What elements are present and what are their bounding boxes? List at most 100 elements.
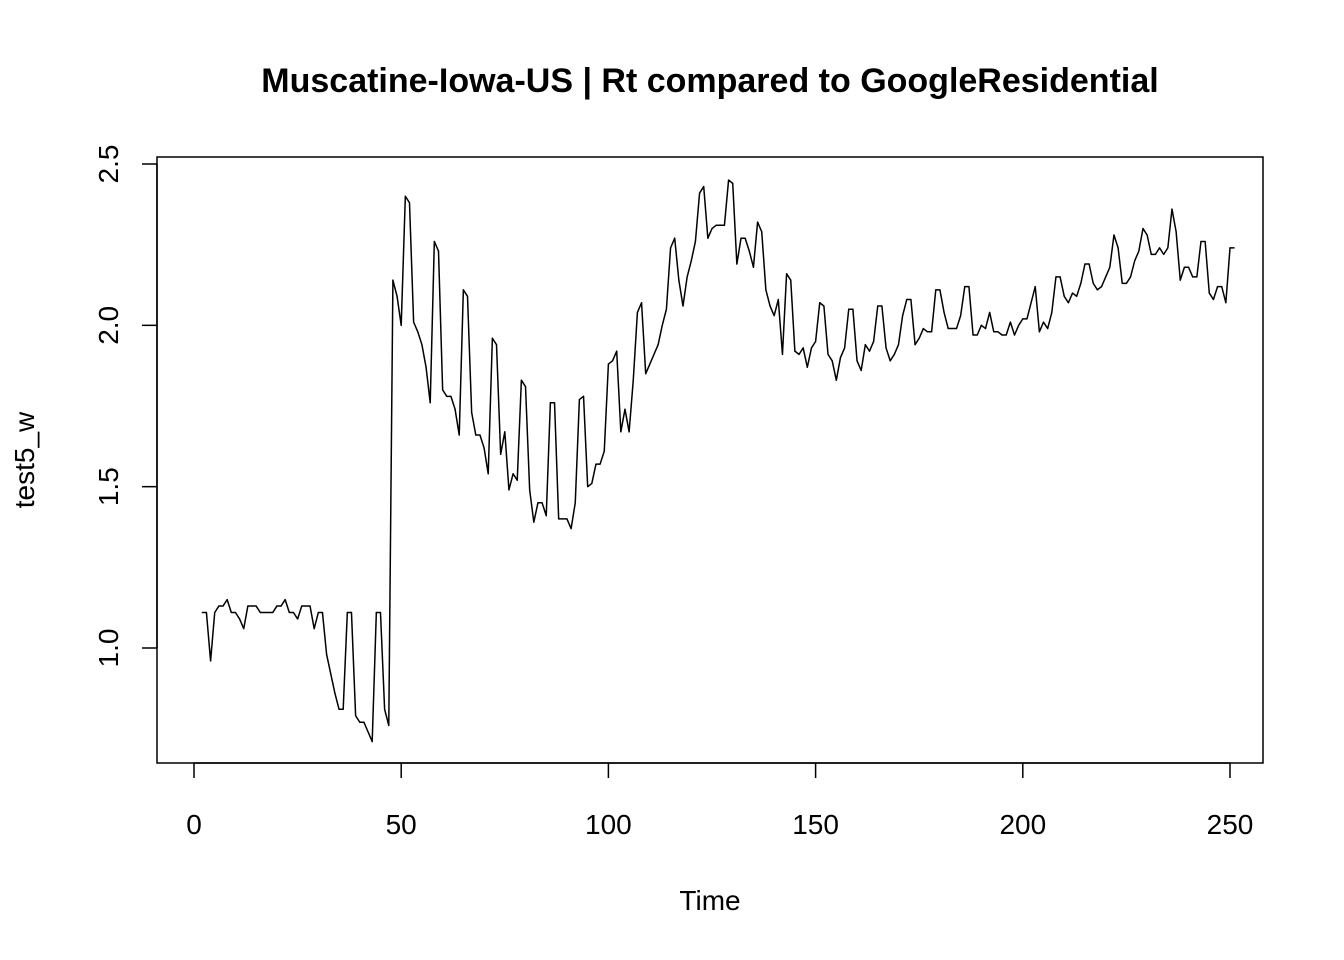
data-point [578, 398, 580, 401]
data-point [367, 731, 369, 733]
data-point [475, 434, 477, 436]
data-point [1071, 292, 1074, 294]
data-point [317, 611, 319, 614]
data-point [363, 721, 365, 723]
data-point [1109, 266, 1111, 268]
data-point [616, 350, 618, 352]
data-point [943, 311, 945, 314]
data-point [201, 611, 203, 614]
data-point [1088, 263, 1090, 265]
data-point [628, 431, 630, 433]
data-point [831, 360, 833, 362]
data-point [334, 692, 336, 694]
data-point [491, 337, 493, 339]
data-point [694, 240, 697, 243]
data-point [703, 185, 705, 188]
x-tick-label: 200 [999, 809, 1046, 840]
data-point [902, 315, 904, 317]
data-point [247, 605, 249, 607]
data-point [1047, 327, 1049, 330]
data-point [1183, 266, 1186, 268]
data-point [835, 379, 837, 381]
data-point [350, 611, 353, 614]
x-tick-label: 250 [1207, 809, 1254, 840]
data-point [1175, 231, 1177, 233]
x-axis-label: Time [679, 885, 740, 916]
data-point [297, 618, 299, 620]
data-point [1158, 247, 1161, 249]
data-point [508, 489, 510, 491]
y-axis-label: test5_w [9, 411, 40, 508]
data-point [1204, 240, 1206, 243]
data-point [906, 298, 908, 301]
data-point [1138, 250, 1140, 252]
data-point [1200, 240, 1202, 243]
data-point [852, 308, 854, 310]
data-point [263, 611, 266, 614]
data-point [748, 250, 750, 252]
data-point [868, 350, 871, 352]
data-point [893, 353, 895, 355]
data-point [810, 347, 813, 349]
data-point [777, 298, 779, 301]
data-point [1030, 302, 1032, 304]
data-point [661, 324, 663, 326]
data-point [1163, 253, 1165, 255]
data-point [591, 482, 593, 485]
x-tick-label: 100 [585, 809, 632, 840]
data-point [267, 611, 270, 614]
data-point [400, 324, 402, 326]
data-point [711, 227, 713, 230]
data-point [599, 463, 601, 465]
data-point [388, 724, 390, 727]
data-point [379, 611, 382, 614]
data-point [421, 344, 423, 346]
data-point [238, 618, 241, 620]
data-point [1001, 334, 1003, 336]
data-point [504, 431, 506, 433]
data-point [781, 353, 784, 355]
data-point [769, 305, 771, 307]
data-point [520, 379, 522, 381]
data-point [1084, 263, 1086, 265]
data-point [972, 334, 974, 336]
data-point [968, 286, 970, 288]
data-point [798, 353, 800, 355]
data-point [926, 331, 929, 333]
data-point [873, 340, 875, 343]
data-point [1042, 321, 1045, 323]
data-point [433, 240, 435, 243]
data-point [1076, 295, 1078, 297]
data-point [844, 347, 846, 349]
data-point [989, 311, 991, 314]
data-point [1026, 318, 1028, 320]
data-point [342, 708, 344, 710]
x-tick-label: 150 [792, 809, 839, 840]
data-point [413, 321, 415, 323]
chart-title: Muscatine-Iowa-US | Rt compared to Googl… [261, 62, 1158, 100]
data-point [653, 353, 655, 355]
data-point [947, 327, 949, 330]
y-tick-label: 2.5 [93, 145, 124, 184]
data-point [765, 289, 767, 291]
series-points [201, 179, 1235, 743]
y-tick-label: 2.0 [93, 306, 124, 345]
data-point [756, 221, 759, 223]
data-point [483, 447, 485, 449]
data-point [744, 237, 746, 239]
data-point [442, 389, 444, 391]
data-point [1142, 227, 1144, 230]
data-point [785, 273, 788, 275]
data-point [450, 395, 452, 397]
data-point [839, 357, 842, 359]
data-point [1150, 253, 1152, 255]
data-point [645, 373, 647, 375]
data-point [313, 628, 315, 630]
data-point [856, 360, 858, 362]
data-point [678, 279, 680, 281]
data-point [669, 247, 672, 249]
data-point [761, 231, 763, 233]
data-point [541, 502, 543, 504]
data-point [823, 305, 825, 307]
